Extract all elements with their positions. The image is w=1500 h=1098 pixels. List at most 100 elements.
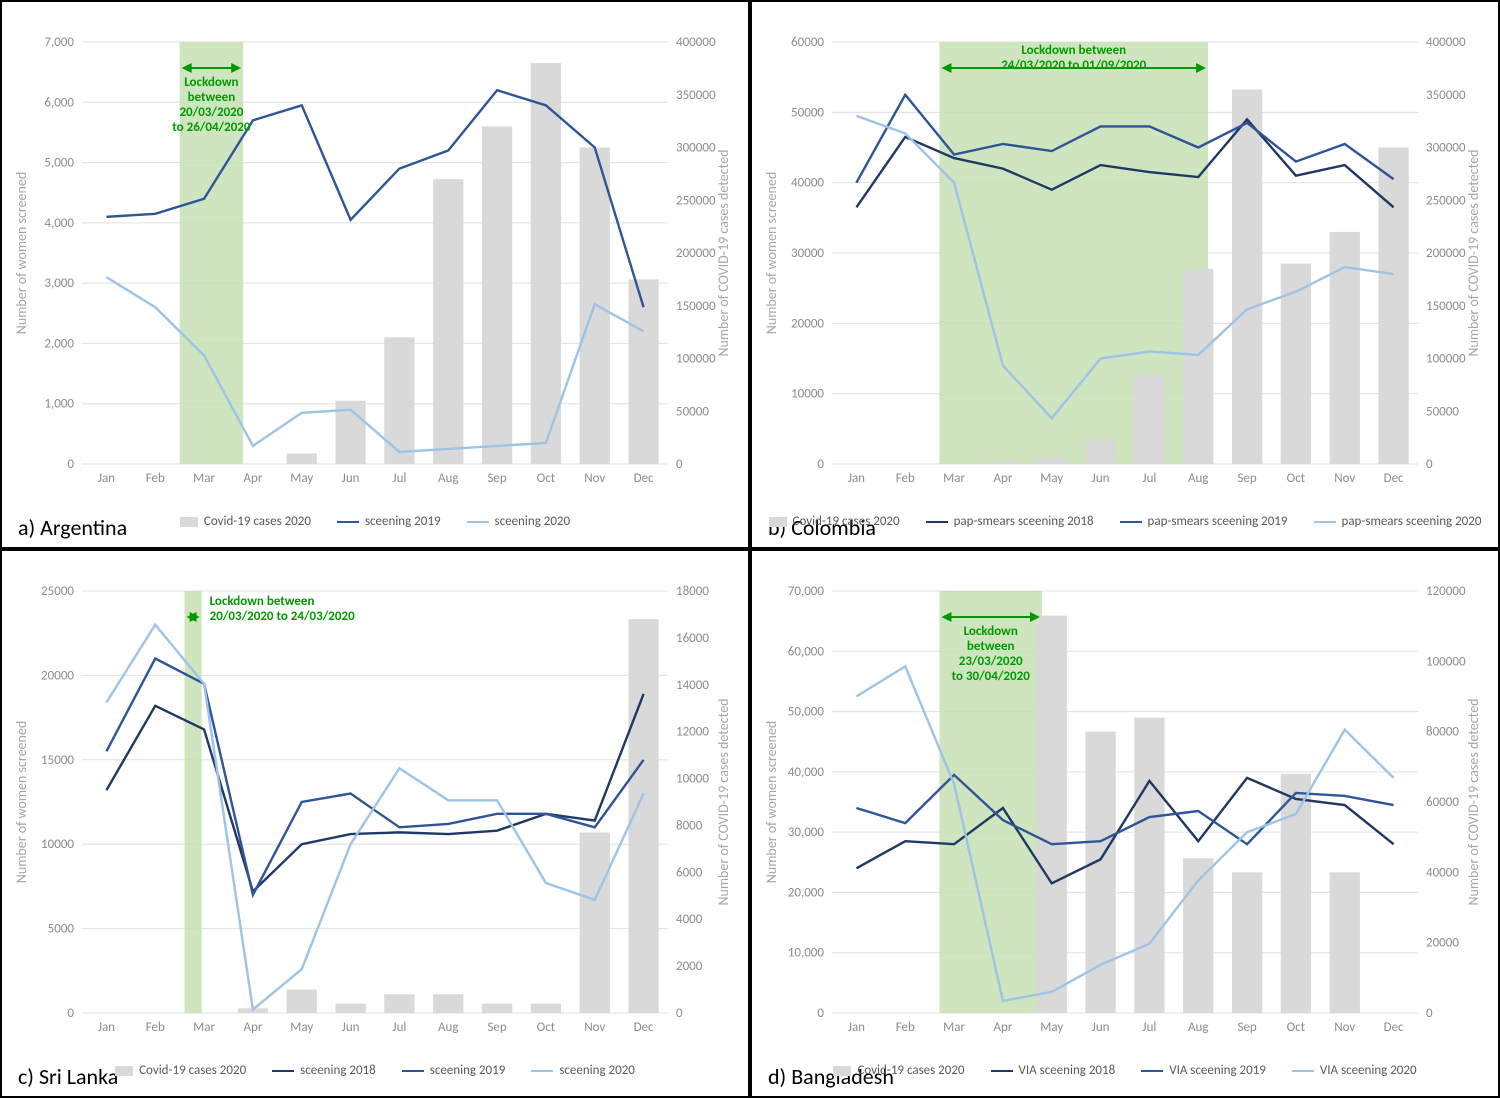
svg-text:6,000: 6,000 [44, 95, 74, 110]
svg-text:Jun: Jun [1092, 1020, 1110, 1035]
svg-text:200000: 200000 [1426, 246, 1466, 261]
svg-text:Oct: Oct [537, 471, 556, 486]
bar-May [1037, 458, 1067, 464]
legend-bars: Covid-19 cases 2020 [769, 514, 900, 529]
svg-text:18000: 18000 [676, 584, 709, 599]
lockdown-text: Lockdown between [1021, 43, 1126, 58]
chart-svg-c: Lockdown between20/03/2020 to 24/03/2020… [10, 557, 740, 1061]
svg-text:0: 0 [1426, 1006, 1433, 1021]
svg-text:Oct: Oct [1287, 471, 1306, 486]
svg-text:Jan: Jan [848, 471, 865, 486]
svg-text:Nov: Nov [584, 471, 605, 486]
svg-text:250000: 250000 [1426, 193, 1466, 208]
svg-text:7,000: 7,000 [44, 35, 74, 50]
svg-text:Nov: Nov [1334, 471, 1355, 486]
panel-c: Lockdown between20/03/2020 to 24/03/2020… [0, 549, 750, 1098]
svg-text:10000: 10000 [791, 387, 824, 402]
legend-line-1: VIA sceening 2019 [1141, 1063, 1266, 1078]
svg-text:50000: 50000 [676, 404, 709, 419]
svg-text:150000: 150000 [1426, 299, 1466, 314]
legend-line-1: sceening 2019 [402, 1063, 506, 1078]
svg-text:0: 0 [676, 1006, 683, 1021]
svg-text:20000: 20000 [791, 316, 824, 331]
y-right-label: Number of COVID-19 cases detected [715, 698, 732, 905]
chart-svg-b: Lockdown between24/03/2020 to 01/09/2020… [760, 8, 1490, 512]
chart-svg-d: Lockdownbetween23/03/2020to 30/04/202001… [760, 557, 1490, 1061]
svg-text:Sep: Sep [487, 471, 506, 486]
svg-text:Apr: Apr [993, 1020, 1012, 1035]
svg-text:20,000: 20,000 [788, 885, 825, 900]
svg-text:400000: 400000 [676, 35, 716, 50]
chart-d: Lockdownbetween23/03/2020to 30/04/202001… [760, 557, 1490, 1061]
svg-text:60000: 60000 [791, 35, 824, 50]
svg-text:4,000: 4,000 [44, 216, 74, 231]
svg-text:30000: 30000 [791, 246, 824, 261]
lockdown-text: to 30/04/2020 [952, 669, 1031, 684]
svg-text:Aug: Aug [438, 1020, 458, 1035]
svg-text:12000: 12000 [676, 725, 709, 740]
svg-text:0: 0 [67, 1006, 74, 1021]
svg-text:10000: 10000 [676, 772, 709, 787]
svg-text:40000: 40000 [791, 176, 824, 191]
svg-text:Oct: Oct [537, 1020, 556, 1035]
bar-Jul [384, 994, 414, 1013]
svg-text:Apr: Apr [993, 471, 1012, 486]
svg-text:70,000: 70,000 [788, 584, 825, 599]
lockdown-text: Lockdown between [210, 594, 315, 609]
legend-line-0: sceening 2018 [272, 1063, 376, 1078]
bar-Apr [988, 461, 1018, 464]
svg-text:Dec: Dec [1384, 1020, 1404, 1035]
legend-d: Covid-19 cases 2020VIA sceening 2018VIA … [760, 1061, 1490, 1080]
svg-text:Mar: Mar [193, 1020, 215, 1035]
svg-text:14000: 14000 [676, 678, 709, 693]
svg-text:Nov: Nov [584, 1020, 605, 1035]
svg-text:Mar: Mar [943, 1020, 965, 1035]
bar-Sep [1232, 872, 1262, 1013]
bar-Oct [531, 1004, 561, 1013]
svg-text:1,000: 1,000 [44, 397, 74, 412]
svg-text:25000: 25000 [41, 584, 74, 599]
svg-text:100000: 100000 [1426, 654, 1466, 669]
svg-text:Feb: Feb [896, 1020, 915, 1035]
chart-a: Lockdownbetween20/03/2020to 26/04/202001… [10, 8, 740, 512]
legend-line-0: VIA sceening 2018 [991, 1063, 1116, 1078]
lockdown-text: between [188, 90, 236, 105]
svg-text:0: 0 [67, 457, 74, 472]
svg-text:Jun: Jun [1092, 471, 1110, 486]
panel-b: Lockdown between24/03/2020 to 01/09/2020… [750, 0, 1500, 549]
lockdown-text: to 26/04/2020 [172, 120, 251, 135]
y-left-label: Number of women screened [763, 172, 780, 334]
svg-text:50,000: 50,000 [788, 705, 825, 720]
svg-text:Sep: Sep [1237, 1020, 1256, 1035]
bar-May [1037, 616, 1067, 1013]
svg-text:10000: 10000 [41, 837, 74, 852]
panel-d: Lockdownbetween23/03/2020to 30/04/202001… [750, 549, 1500, 1098]
svg-text:0: 0 [676, 457, 683, 472]
svg-text:Aug: Aug [438, 471, 458, 486]
svg-text:15000: 15000 [41, 753, 74, 768]
bar-Oct [531, 63, 561, 464]
legend-a: Covid-19 cases 2020sceening 2019sceening… [10, 512, 740, 531]
svg-text:6000: 6000 [676, 865, 703, 880]
bar-Dec [1378, 148, 1408, 465]
bar-Sep [482, 1004, 512, 1013]
svg-text:May: May [290, 1020, 313, 1035]
svg-text:40,000: 40,000 [788, 765, 825, 780]
svg-text:0: 0 [1426, 457, 1433, 472]
svg-text:400000: 400000 [1426, 35, 1466, 50]
bar-Aug [1183, 269, 1213, 464]
svg-text:Jul: Jul [392, 1020, 406, 1035]
svg-text:Apr: Apr [243, 471, 262, 486]
legend-line-2: VIA sceening 2020 [1292, 1063, 1417, 1078]
svg-text:Aug: Aug [1188, 471, 1208, 486]
lockdown-text: Lockdown [964, 624, 1018, 639]
legend-line-1: pap-smears sceening 2019 [1120, 514, 1288, 529]
svg-text:10,000: 10,000 [788, 946, 825, 961]
svg-text:Sep: Sep [1237, 471, 1256, 486]
bar-Oct [1281, 264, 1311, 464]
svg-text:Dec: Dec [634, 471, 654, 486]
svg-text:60000: 60000 [1426, 795, 1459, 810]
y-right-label: Number of COVID-19 cases detected [1465, 149, 1482, 356]
svg-text:Jun: Jun [342, 471, 360, 486]
svg-text:Jan: Jan [98, 471, 115, 486]
